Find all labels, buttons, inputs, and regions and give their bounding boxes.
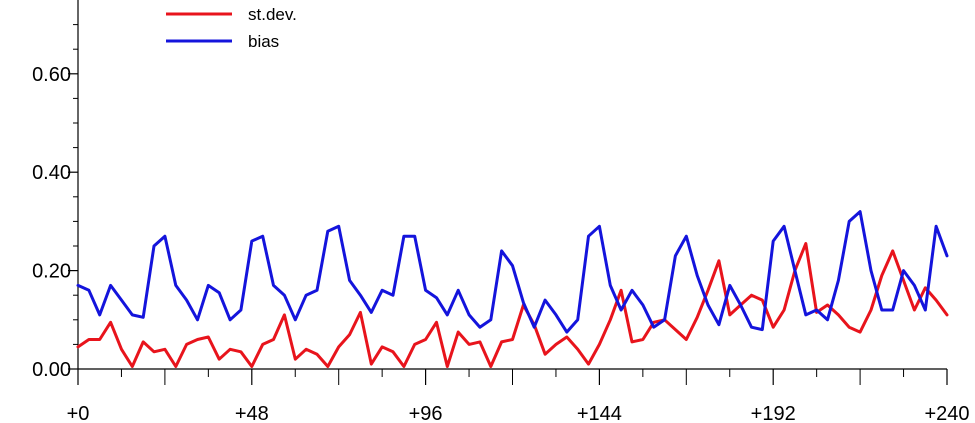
y-axis: 0.00 0.20 0.40 0.60 [32,0,79,381]
plot-lines [76,210,949,368]
y-tick-label: 0.40 [32,162,71,184]
x-tick-label: +48 [235,403,269,423]
legend-label-st-dev: st.dev. [248,5,297,24]
series-line-bias [76,210,949,334]
x-tick-label: +192 [751,403,796,423]
x-tick-label: +0 [67,403,90,423]
y-tick-label: 0.00 [32,359,71,381]
x-tick-label: +96 [409,403,443,423]
x-tick-label: +240 [924,403,969,423]
legend-label-bias: bias [248,32,279,51]
x-tick-label: +144 [577,403,622,423]
x-axis: +0 +48 +96 +144 +192 +240 [67,368,970,423]
y-tick-label: 0.60 [32,64,71,86]
legend: st.dev. bias [166,5,297,51]
series-line-st-dev [76,242,949,368]
y-tick-label: 0.20 [32,261,71,283]
